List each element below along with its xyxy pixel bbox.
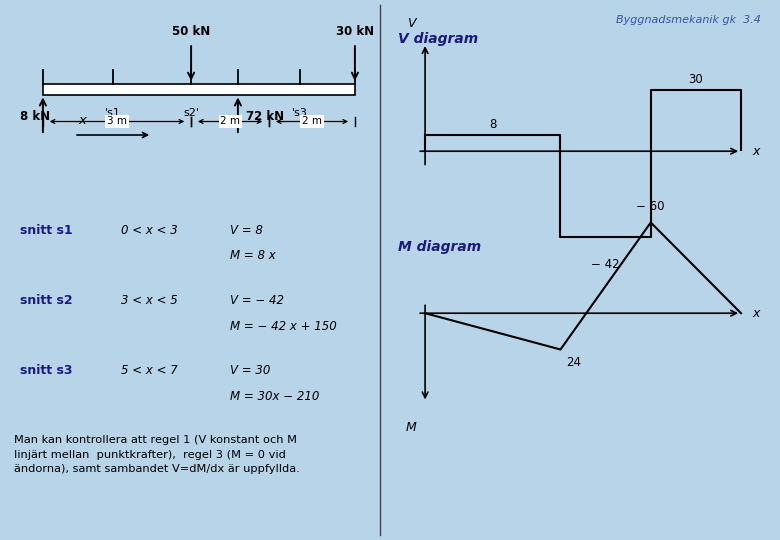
Text: 2 m: 2 m — [220, 117, 240, 126]
Text: M = − 42 x + 150: M = − 42 x + 150 — [230, 320, 337, 333]
Text: V = 8: V = 8 — [230, 224, 263, 237]
Text: M diagram: M diagram — [398, 240, 481, 254]
Text: 3 < x < 5: 3 < x < 5 — [121, 294, 178, 307]
Text: V = − 42: V = − 42 — [230, 294, 284, 307]
Text: V diagram: V diagram — [398, 32, 478, 46]
Text: 24: 24 — [566, 355, 582, 368]
Text: 's1: 's1 — [105, 108, 121, 118]
Text: x: x — [753, 307, 760, 320]
Text: 8: 8 — [489, 118, 497, 131]
Text: 0 < x < 3: 0 < x < 3 — [121, 224, 178, 237]
Text: 30: 30 — [689, 72, 704, 85]
Text: 50 kN: 50 kN — [172, 25, 211, 38]
Text: M: M — [406, 421, 417, 434]
Text: 8 kN: 8 kN — [20, 110, 50, 123]
Text: snitt s2: snitt s2 — [20, 294, 72, 307]
Text: 72 kN: 72 kN — [246, 110, 284, 123]
Text: − 42: − 42 — [591, 258, 620, 271]
Text: 5 < x < 7: 5 < x < 7 — [121, 364, 178, 377]
Text: − 60: − 60 — [636, 200, 665, 213]
Text: 3 m: 3 m — [107, 117, 127, 126]
Text: s2': s2' — [183, 108, 199, 118]
Bar — [43, 84, 355, 94]
Text: Byggnadsmekanik gk  3.4: Byggnadsmekanik gk 3.4 — [615, 15, 760, 25]
Text: x: x — [78, 114, 86, 127]
Text: V = 30: V = 30 — [230, 364, 271, 377]
Text: Man kan kontrollera att regel 1 (V konstant och M
linjärt mellan  punktkrafter),: Man kan kontrollera att regel 1 (V konst… — [14, 435, 300, 474]
Text: 's3: 's3 — [292, 108, 308, 118]
Text: snitt s1: snitt s1 — [20, 224, 72, 237]
Text: V: V — [407, 17, 415, 30]
Text: 30 kN: 30 kN — [336, 25, 374, 38]
Text: M = 8 x: M = 8 x — [230, 249, 276, 262]
Text: M = 30x − 210: M = 30x − 210 — [230, 390, 320, 403]
Text: x: x — [753, 145, 760, 158]
Text: snitt s3: snitt s3 — [20, 364, 72, 377]
Text: 2 m: 2 m — [302, 117, 322, 126]
